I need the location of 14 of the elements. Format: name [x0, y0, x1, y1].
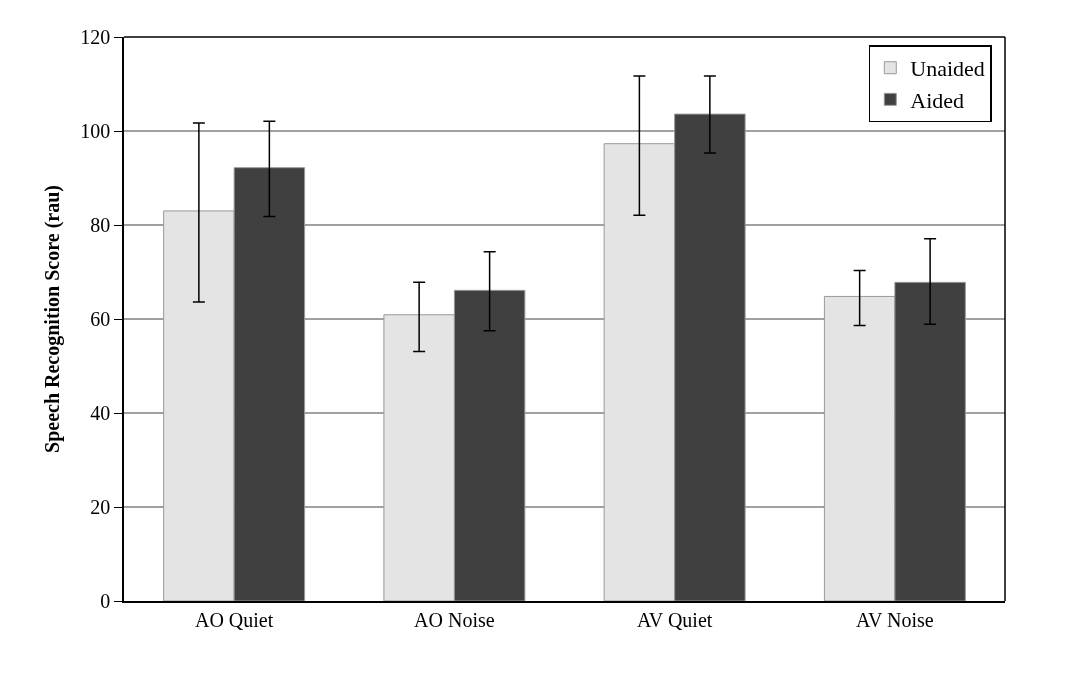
y-axis-title: Speech Recognition Score (rau) — [41, 185, 65, 453]
x-tick-label: AV Quiet — [636, 608, 713, 631]
x-tick-label: AV Noise — [856, 608, 934, 631]
y-tick-label: 100 — [80, 120, 111, 142]
y-tick-label: 0 — [100, 590, 111, 612]
y-tick-label: 20 — [90, 496, 111, 518]
y-tick-label: 80 — [90, 214, 111, 236]
legend-label: Unaided — [910, 56, 985, 82]
y-tick-label: 120 — [80, 26, 111, 48]
y-tick-label: 40 — [90, 402, 111, 424]
x-tick-label: AO Quiet — [194, 608, 274, 631]
legend-label: Aided — [910, 87, 965, 113]
y-tick-label: 60 — [90, 308, 111, 330]
x-tick-label: AO Noise — [414, 608, 495, 631]
